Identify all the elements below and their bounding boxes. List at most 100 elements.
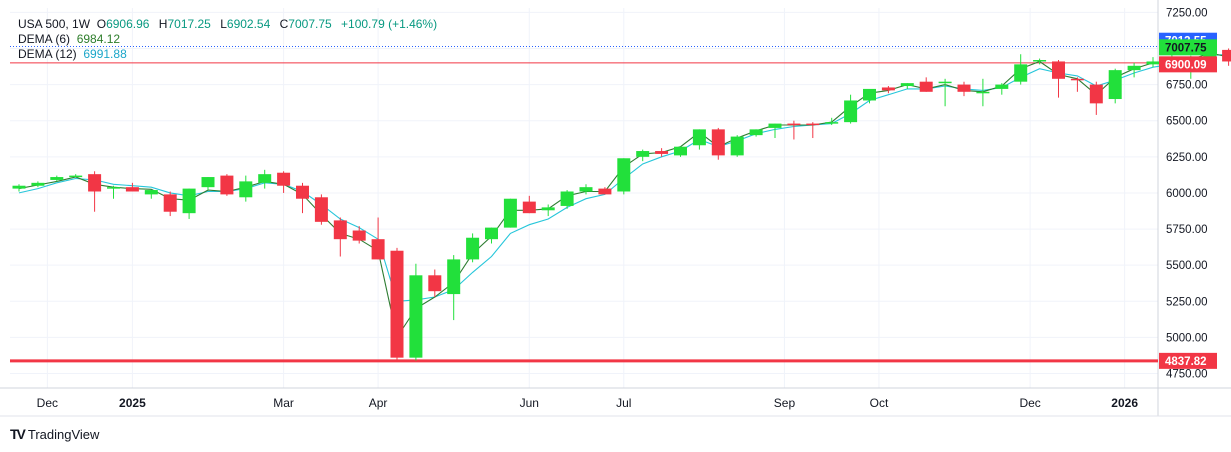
- high-value: 7017.25: [167, 17, 211, 31]
- candle[interactable]: [50, 177, 64, 180]
- candle[interactable]: [579, 187, 593, 192]
- candle[interactable]: [560, 191, 574, 206]
- x-tick-label: Mar: [273, 396, 294, 410]
- symbol-name[interactable]: USA 500: [18, 17, 66, 31]
- y-tick-label: 6750.00: [1166, 80, 1208, 92]
- candle[interactable]: [636, 151, 650, 157]
- candle[interactable]: [768, 123, 782, 128]
- candle[interactable]: [503, 198, 517, 228]
- candle[interactable]: [749, 129, 763, 136]
- candle[interactable]: [333, 220, 347, 240]
- candle[interactable]: [692, 129, 706, 146]
- y-tick-label: 6000.00: [1166, 188, 1208, 200]
- close-value: 7007.75: [288, 17, 332, 31]
- dema6-label: DEMA (6): [18, 32, 71, 46]
- candle[interactable]: [844, 100, 858, 123]
- candle[interactable]: [1014, 64, 1028, 82]
- candle[interactable]: [957, 84, 971, 92]
- dema6-value: 6984.12: [76, 32, 121, 46]
- candle[interactable]: [390, 250, 404, 358]
- candle[interactable]: [825, 122, 839, 124]
- interval-label[interactable]: 1W: [72, 17, 91, 31]
- candle[interactable]: [806, 123, 820, 126]
- dema6-series-line[interactable]: [18, 51, 1231, 339]
- candle[interactable]: [409, 275, 423, 358]
- low-value: 6902.54: [226, 17, 271, 31]
- candle[interactable]: [1052, 61, 1065, 79]
- candle[interactable]: [1127, 65, 1141, 71]
- candle[interactable]: [182, 188, 196, 214]
- candle[interactable]: [1108, 70, 1122, 100]
- candle[interactable]: [31, 182, 45, 186]
- candle[interactable]: [485, 227, 498, 240]
- x-tick-label: Jun: [520, 396, 539, 410]
- candle[interactable]: [674, 146, 687, 156]
- close-label: C: [279, 17, 289, 31]
- y-tick-label: 5500.00: [1166, 260, 1208, 272]
- candle[interactable]: [730, 136, 744, 156]
- candle[interactable]: [598, 188, 612, 195]
- candle[interactable]: [466, 237, 480, 260]
- candle[interactable]: [88, 174, 102, 192]
- price-label-support-text: 4837.82: [1165, 356, 1207, 368]
- candle[interactable]: [655, 151, 669, 154]
- tradingview-logo-icon: TV: [10, 426, 26, 442]
- ohlc-row: USA 500, 1W O6906.96 H7017.25 L6902.54 C…: [18, 17, 438, 31]
- change-value: +100.79 (+1.46%): [341, 17, 438, 31]
- candle[interactable]: [881, 87, 895, 91]
- price-label-support-box[interactable]: [1159, 352, 1217, 369]
- candle[interactable]: [1222, 49, 1231, 62]
- candle[interactable]: [144, 190, 158, 195]
- candle[interactable]: [239, 181, 253, 198]
- x-tick-label: Dec: [1019, 396, 1040, 410]
- candle[interactable]: [201, 177, 215, 188]
- y-tick-label: 5750.00: [1166, 224, 1208, 236]
- candle[interactable]: [258, 174, 272, 183]
- price-label-red-box[interactable]: [1159, 56, 1217, 73]
- candle[interactable]: [1089, 84, 1103, 104]
- candle[interactable]: [125, 187, 139, 192]
- chart-legend: USA 500, 1W O6906.96 H7017.25 L6902.54 C…: [18, 17, 443, 62]
- candle[interactable]: [522, 201, 536, 214]
- candle[interactable]: [69, 175, 83, 178]
- candle[interactable]: [371, 239, 385, 260]
- candle[interactable]: [863, 88, 876, 101]
- high-label: H: [158, 17, 168, 31]
- y-tick-label: 5250.00: [1166, 296, 1208, 308]
- low-label: L: [220, 17, 227, 31]
- candle[interactable]: [938, 81, 952, 84]
- candle[interactable]: [107, 187, 120, 189]
- candle[interactable]: [12, 185, 26, 189]
- tradingview-brand[interactable]: TV TradingView: [10, 426, 99, 442]
- candle[interactable]: [428, 275, 442, 292]
- candle[interactable]: [314, 197, 328, 222]
- dema12-row[interactable]: DEMA (12) 6991.88: [18, 47, 443, 62]
- candle[interactable]: [711, 129, 725, 156]
- price-label-current-box[interactable]: [1159, 39, 1217, 56]
- candle[interactable]: [163, 194, 177, 212]
- candle[interactable]: [352, 230, 366, 241]
- candle[interactable]: [787, 123, 801, 126]
- candle[interactable]: [296, 185, 309, 199]
- candle[interactable]: [541, 207, 555, 211]
- candle[interactable]: [447, 259, 461, 295]
- candle[interactable]: [1146, 61, 1160, 65]
- x-tick-label: Apr: [369, 396, 388, 410]
- open-value: 6906.96: [106, 17, 150, 31]
- candle[interactable]: [976, 91, 990, 94]
- dema6-row[interactable]: DEMA (6) 6984.12: [18, 32, 443, 47]
- y-tick-label: 6500.00: [1166, 116, 1208, 128]
- candle[interactable]: [900, 83, 914, 87]
- candle[interactable]: [995, 84, 1009, 89]
- x-tick-label: 2025: [119, 396, 146, 410]
- x-tick-label: Dec: [37, 396, 58, 410]
- candle[interactable]: [919, 81, 933, 92]
- dema12-value: 6991.88: [83, 47, 127, 61]
- candle[interactable]: [1033, 60, 1047, 62]
- candle[interactable]: [220, 175, 234, 195]
- price-label-current-text: 7007.75: [1165, 42, 1207, 54]
- candle[interactable]: [1070, 78, 1084, 81]
- candle[interactable]: [277, 172, 291, 186]
- candle[interactable]: [617, 158, 631, 192]
